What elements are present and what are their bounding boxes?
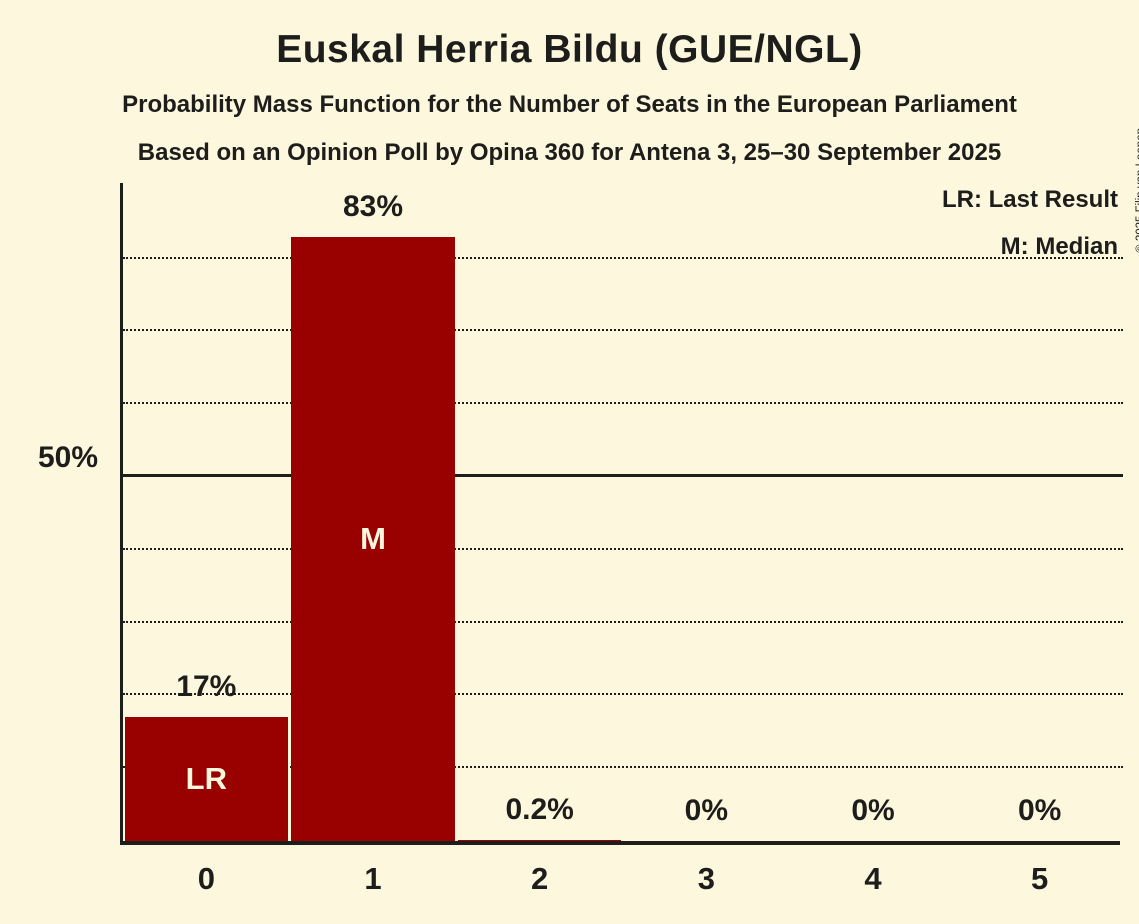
gridline-60-percent (123, 402, 1123, 405)
legend-median: M: Median (1000, 233, 1118, 260)
bar-annotation-m: M (360, 520, 386, 556)
gridline-70-percent (123, 329, 1123, 332)
gridline-50-percent-solid (123, 474, 1123, 477)
value-label-seats-3: 0% (684, 794, 729, 827)
x-tick-label-2: 2 (531, 861, 549, 896)
bar-annotation-lr: LR (185, 761, 227, 797)
value-label-seats-2: 0.2% (505, 792, 574, 826)
chart-subtitle-poll: Based on an Opinion Poll by Opina 360 fo… (137, 139, 1002, 166)
x-tick-label-5: 5 (1031, 861, 1049, 896)
plot-area: LR: Last Result M: Median 50% LR 17% 0 M 83%… (38, 183, 1123, 896)
x-tick-label-0: 0 (197, 861, 215, 896)
chart-subtitle-function: Probability Mass Function for the Number… (122, 91, 1017, 118)
value-label-seats-5: 0% (1017, 794, 1062, 827)
value-label-seats-4: 0% (851, 794, 895, 827)
gridline-80-percent (123, 256, 1123, 259)
bar-seats-0 (124, 717, 289, 841)
x-tick-label-4: 4 (864, 861, 882, 896)
copyright-notice: © 2025 Filip van Laenen (1135, 128, 1139, 253)
y-axis-50-percent-label: 50% (37, 441, 99, 474)
legend-last-result: LR: Last Result (941, 186, 1118, 213)
value-label-seats-1: 83% (342, 189, 404, 223)
gridline-20-percent (123, 693, 1123, 696)
gridline-30-percent (123, 620, 1123, 623)
chart-title: Euskal Herria Bildu (GUE/NGL) (276, 28, 863, 71)
x-tick-label-1: 1 (364, 861, 382, 896)
value-label-seats-0: 17% (176, 670, 237, 704)
gridline-40-percent (123, 547, 1123, 550)
gridline-10-percent (123, 766, 1123, 769)
x-tick-label-3: 3 (697, 861, 715, 896)
bar-seats-2 (457, 839, 622, 841)
bar-seats-1 (291, 236, 455, 841)
